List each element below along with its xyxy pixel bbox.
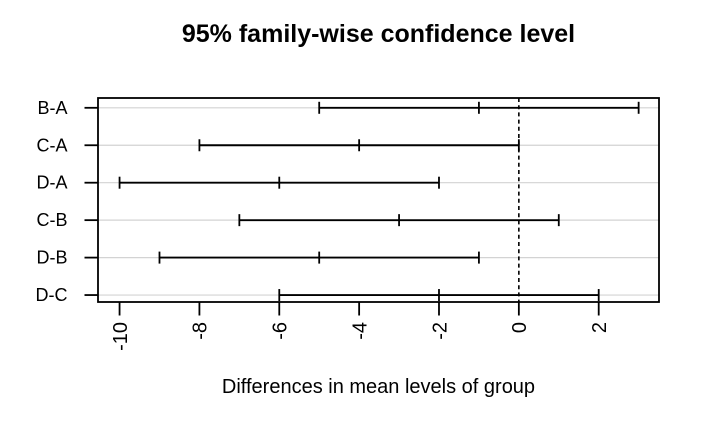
ci-interval-C-A	[198, 139, 520, 152]
ci-interval-B-A	[318, 101, 640, 114]
ci-interval-D-B	[158, 251, 480, 264]
x-tick-label--6: -6	[270, 322, 292, 340]
ci-interval-C-B	[238, 214, 560, 227]
y-tick-label-D-B: D-B	[37, 248, 68, 268]
y-tick-label-B-A: B-A	[37, 98, 67, 118]
x-tick-label-0: 0	[509, 322, 531, 333]
x-tick-label--10: -10	[110, 322, 132, 351]
x-tick-label-2: 2	[589, 322, 611, 333]
ci-interval-D-A	[118, 176, 440, 189]
plot-box	[97, 97, 660, 303]
y-tick-label-D-A: D-A	[37, 173, 68, 193]
y-tick-label-D-C: D-C	[36, 285, 68, 305]
x-tick-label--2: -2	[429, 322, 451, 340]
x-tick-label--8: -8	[190, 322, 212, 340]
x-axis-title: Differences in mean levels of group	[221, 376, 536, 398]
ci-interval-D-C	[278, 289, 600, 302]
y-tick-label-C-B: C-B	[37, 210, 68, 230]
y-tick-label-C-A: C-A	[37, 135, 68, 155]
x-tick-label--4: -4	[349, 322, 371, 340]
chart-title: 95% family-wise confidence level	[181, 20, 576, 48]
